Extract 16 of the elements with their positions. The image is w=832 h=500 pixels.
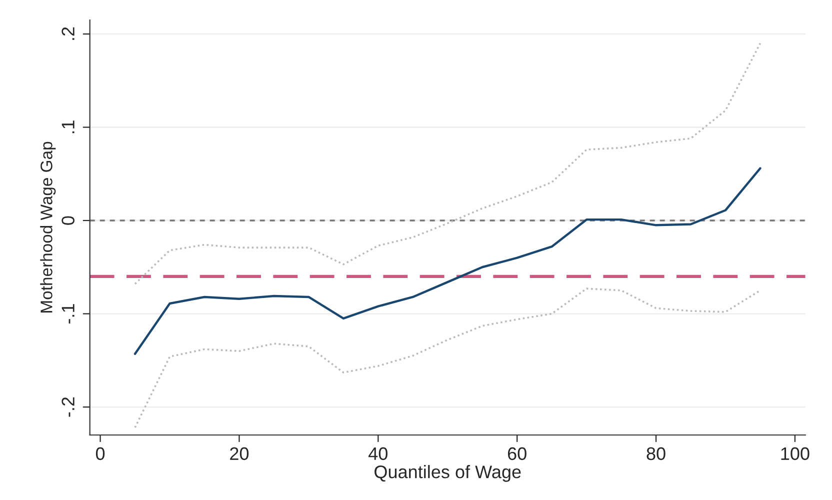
y-tick-label: 0 xyxy=(62,216,74,225)
x-tick-label: 20 xyxy=(230,447,249,460)
x-axis-title: Quantiles of Wage xyxy=(374,465,521,482)
line-series xyxy=(134,42,762,285)
line-series xyxy=(134,288,762,428)
line-series xyxy=(134,167,762,355)
x-tick-label: 0 xyxy=(96,447,105,460)
x-tick-label: 40 xyxy=(368,447,388,460)
x-tick-label: 100 xyxy=(781,447,810,460)
y-tick-label: -.1 xyxy=(62,304,74,324)
y-tick-label: .2 xyxy=(62,27,74,40)
y-axis-title: Motherhood Wage Gap xyxy=(40,142,56,312)
x-tick-label: 60 xyxy=(508,447,526,460)
y-tick-label: -.2 xyxy=(62,397,74,417)
y-tick-label: .1 xyxy=(62,120,74,134)
x-tick-label: 80 xyxy=(646,447,666,460)
